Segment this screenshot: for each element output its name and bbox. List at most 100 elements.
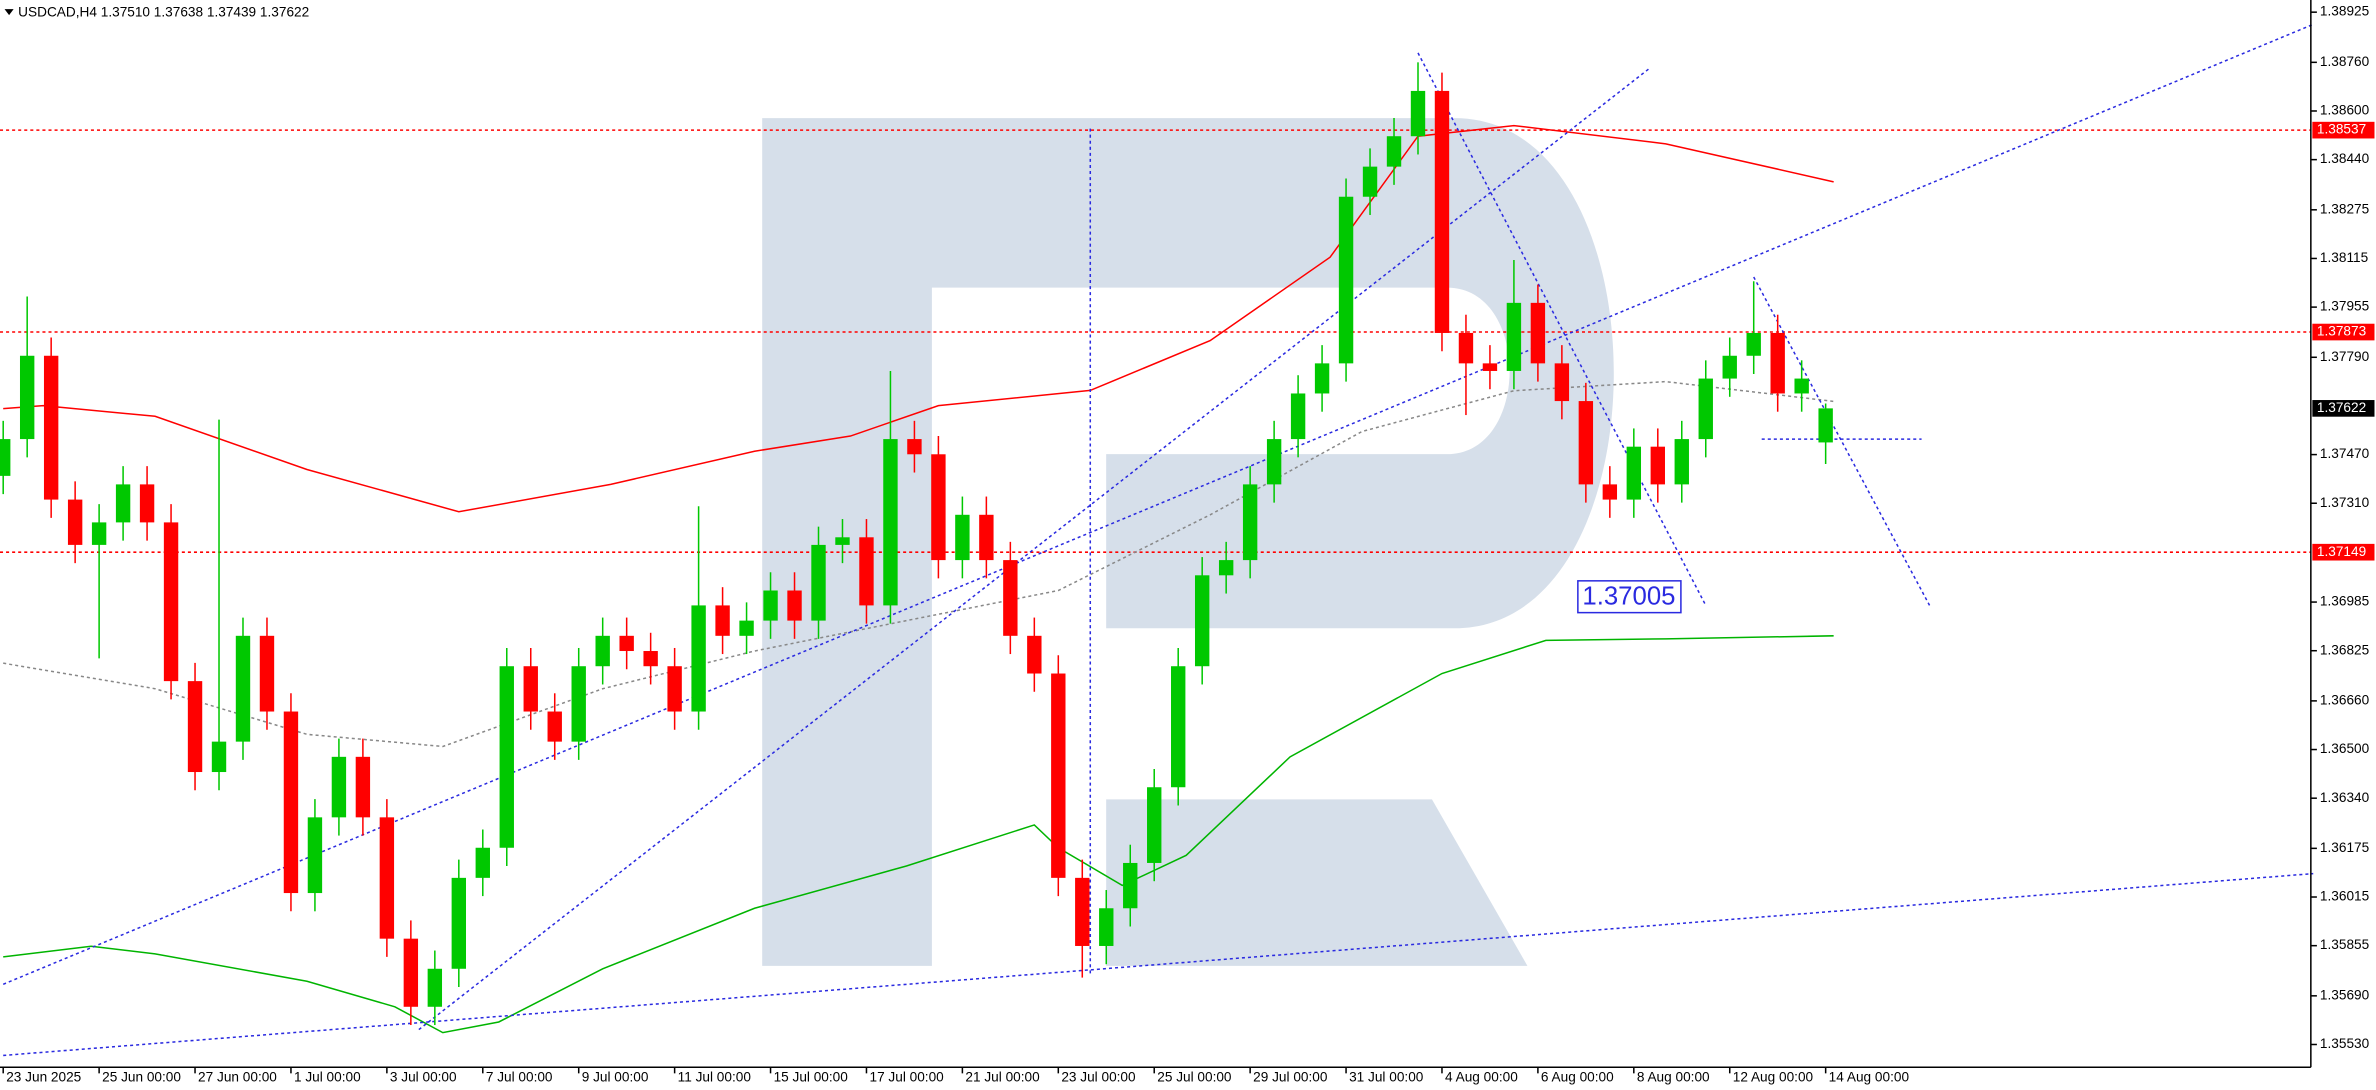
y-tick-label: 1.35690 [2320, 987, 2370, 1002]
candle-body [379, 817, 395, 939]
candle-body [907, 439, 922, 455]
candle-body [1051, 673, 1066, 878]
candle-body [451, 877, 467, 969]
x-tick-label: 25 Jun 00:00 [102, 1069, 181, 1084]
level-label: 1.37149 [2317, 544, 2366, 559]
y-tick-label: 1.36015 [2320, 889, 2369, 904]
candle-body [1410, 90, 1426, 137]
candle-body [91, 522, 107, 545]
candle-body [1027, 635, 1042, 674]
candle-body [787, 590, 802, 621]
x-tick-label: 4 Aug 00:00 [1445, 1069, 1518, 1084]
candle-body [1818, 408, 1833, 443]
candle-body [1794, 378, 1809, 394]
candle-body [811, 544, 826, 621]
candle-body [571, 666, 586, 742]
candle-body [427, 968, 443, 1007]
candle-body [931, 454, 946, 561]
y-tick-label: 1.37955 [2320, 299, 2369, 314]
line-series [1417, 52, 1707, 606]
x-tick-label: 14 Aug 00:00 [1829, 1069, 1910, 1084]
candle-body [499, 666, 514, 848]
y-tick-label: 1.36825 [2320, 642, 2369, 657]
x-tick-label: 12 Aug 00:00 [1733, 1069, 1814, 1084]
x-tick-label: 6 Aug 00:00 [1541, 1069, 1614, 1084]
candle-body [667, 666, 682, 712]
x-tick-label: 23 Jun 2025 [6, 1069, 81, 1084]
candle-body [1530, 302, 1546, 364]
candle-body [715, 605, 730, 636]
y-tick-label: 1.36985 [2320, 594, 2369, 609]
candle-body [1386, 136, 1402, 167]
candle-body [355, 756, 371, 818]
candle-body [1003, 560, 1018, 636]
y-tick-label: 1.38760 [2320, 54, 2370, 69]
candle-body [1266, 439, 1282, 485]
x-tick-label: 31 Jul 00:00 [1349, 1069, 1424, 1084]
candle-body [1123, 862, 1138, 909]
candle-body [955, 514, 970, 561]
level-label: 1.37622 [2317, 400, 2366, 415]
candle-body [139, 484, 155, 523]
x-tick-label: 29 Jul 00:00 [1253, 1069, 1328, 1084]
level-label-box [2312, 400, 2375, 417]
candle-body [1290, 393, 1306, 440]
line-series [3, 872, 2314, 1057]
level-label-box [2312, 543, 2375, 561]
candle-body [259, 635, 275, 712]
y-tick-label: 1.38440 [2320, 151, 2370, 166]
annotation-box [1577, 580, 1682, 614]
candle-body [883, 439, 898, 606]
candle-body [1554, 363, 1570, 402]
menu-arrow[interactable] [4, 9, 14, 16]
candle-body [1314, 363, 1330, 394]
line-series [2, 23, 2314, 985]
candle-body [19, 355, 35, 440]
candle-body [1242, 484, 1258, 561]
candle-body [187, 681, 203, 773]
x-tick-label: 11 Jul 00:00 [678, 1069, 752, 1084]
candle-body [475, 847, 490, 878]
candle-body [115, 484, 131, 523]
line-series [3, 124, 1834, 513]
candle-body [619, 635, 634, 652]
candle-body [979, 514, 994, 561]
watermark [762, 118, 1614, 966]
x-tick-label: 25 Jul 00:00 [1157, 1069, 1232, 1084]
candle-body [163, 522, 179, 682]
candle-body [1482, 363, 1498, 371]
candle-body [1674, 439, 1689, 485]
x-tick-label: 3 Jul 00:00 [390, 1069, 457, 1084]
watermark-r [762, 118, 1614, 966]
candle-body [1147, 787, 1162, 863]
x-tick-label: 21 Jul 00:00 [965, 1069, 1040, 1084]
candle-body [331, 756, 347, 818]
candle-body [403, 938, 419, 1007]
y-tick-label: 1.37790 [2320, 349, 2370, 364]
x-tick-label: 9 Jul 00:00 [582, 1069, 649, 1084]
x-tick-label: 8 Aug 00:00 [1637, 1069, 1710, 1084]
candle-body [211, 741, 227, 773]
chart-title: USDCAD,H4 1.37510 1.37638 1.37439 1.3762… [18, 4, 309, 19]
level-label-box [2312, 121, 2375, 139]
x-tick-label: 27 Jun 00:00 [198, 1069, 277, 1084]
y-tick-label: 1.38925 [2320, 4, 2369, 19]
line-series [1753, 276, 1931, 606]
candle-body [595, 635, 610, 667]
candle-body [835, 537, 850, 545]
watermark-leg [1106, 799, 1528, 966]
x-tick-label: 7 Jul 00:00 [486, 1069, 553, 1084]
candle-body [739, 620, 754, 636]
candle-body [1746, 332, 1761, 356]
x-tick-label: 23 Jul 00:00 [1061, 1069, 1136, 1084]
candle-body [1075, 877, 1090, 946]
y-tick-label: 1.38275 [2320, 201, 2369, 216]
candle-body [1218, 560, 1234, 576]
annotation-label: 1.37005 [1582, 582, 1675, 610]
candle-body [307, 817, 323, 894]
candle-body [1698, 378, 1713, 440]
candle-body [1458, 332, 1474, 364]
candle-body [643, 651, 658, 667]
y-tick-label: 1.37470 [2320, 446, 2370, 461]
